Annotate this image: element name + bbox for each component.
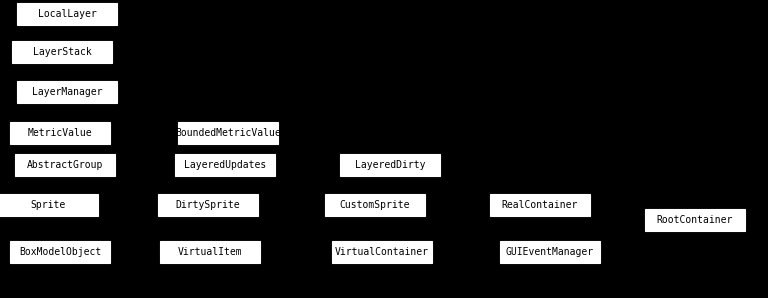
- Text: Sprite: Sprite: [31, 200, 65, 210]
- Text: VirtualItem: VirtualItem: [177, 247, 243, 257]
- Text: MetricValue: MetricValue: [28, 128, 92, 138]
- FancyBboxPatch shape: [325, 194, 425, 216]
- Text: LayerManager: LayerManager: [31, 87, 102, 97]
- Text: LayerStack: LayerStack: [32, 47, 91, 57]
- FancyBboxPatch shape: [17, 81, 117, 103]
- Text: LayeredUpdates: LayeredUpdates: [184, 160, 266, 170]
- Text: DirtySprite: DirtySprite: [176, 200, 240, 210]
- FancyBboxPatch shape: [332, 241, 432, 263]
- FancyBboxPatch shape: [158, 194, 258, 216]
- Text: BoundedMetricValue: BoundedMetricValue: [175, 128, 281, 138]
- Text: AbstractGroup: AbstractGroup: [27, 160, 103, 170]
- FancyBboxPatch shape: [10, 122, 110, 144]
- FancyBboxPatch shape: [15, 154, 115, 176]
- Text: RootContainer: RootContainer: [657, 215, 733, 225]
- FancyBboxPatch shape: [340, 154, 440, 176]
- Text: CustomSprite: CustomSprite: [339, 200, 410, 210]
- FancyBboxPatch shape: [500, 241, 600, 263]
- FancyBboxPatch shape: [645, 209, 745, 231]
- FancyBboxPatch shape: [178, 122, 278, 144]
- Text: BoxModelObject: BoxModelObject: [19, 247, 101, 257]
- Text: GUIEventManager: GUIEventManager: [506, 247, 594, 257]
- FancyBboxPatch shape: [10, 241, 110, 263]
- Text: LocalLayer: LocalLayer: [38, 9, 96, 19]
- Text: RealContainer: RealContainer: [502, 200, 578, 210]
- FancyBboxPatch shape: [175, 154, 275, 176]
- FancyBboxPatch shape: [0, 194, 98, 216]
- FancyBboxPatch shape: [160, 241, 260, 263]
- Text: LayeredDirty: LayeredDirty: [355, 160, 425, 170]
- FancyBboxPatch shape: [17, 3, 117, 25]
- Text: VirtualContainer: VirtualContainer: [335, 247, 429, 257]
- FancyBboxPatch shape: [12, 41, 112, 63]
- FancyBboxPatch shape: [490, 194, 590, 216]
